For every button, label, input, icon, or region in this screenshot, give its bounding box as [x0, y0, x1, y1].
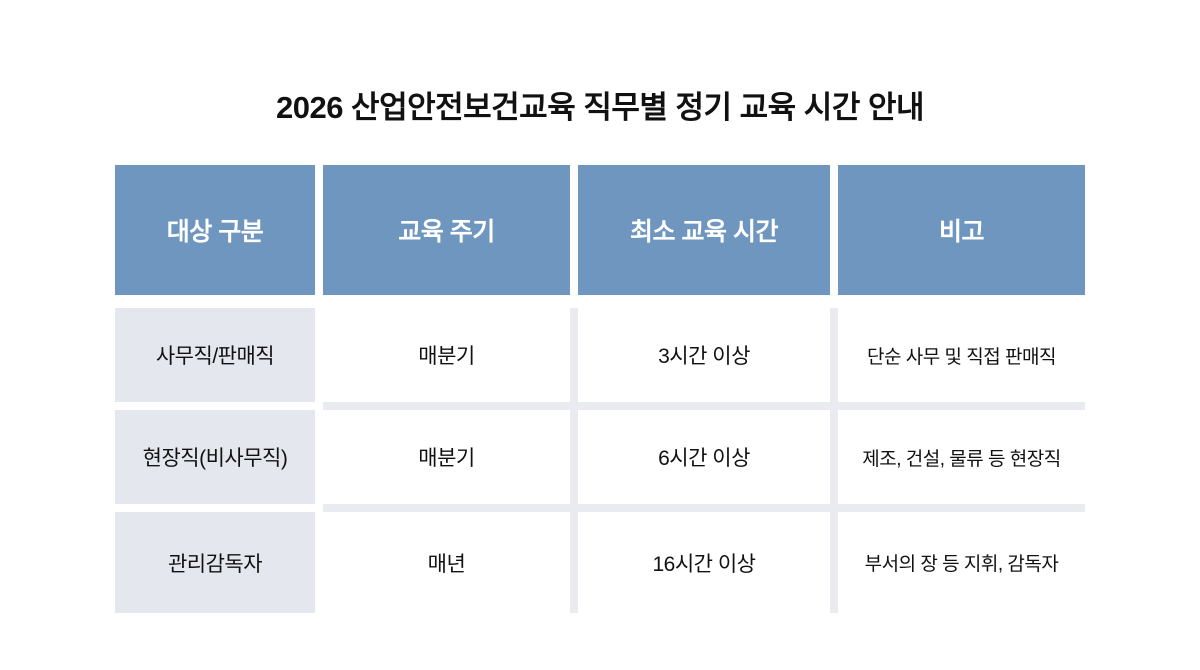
cell-row2-note: 제조, 건설, 물류 등 현장직 — [838, 410, 1085, 504]
cell-row1-note: 단순 사무 및 직접 판매직 — [838, 308, 1085, 402]
cell-row1-min-hours: 3시간 이상 — [578, 308, 830, 402]
row-label-supervisor: 관리감독자 — [115, 512, 315, 613]
cell-row2-min-hours: 6시간 이상 — [578, 410, 830, 504]
cell-row3-note: 부서의 장 등 지휘, 감독자 — [838, 512, 1085, 613]
header-min-education-hours: 최소 교육 시간 — [578, 165, 830, 295]
table-data-grid: 매분기 3시간 이상 단순 사무 및 직접 판매직 매분기 6시간 이상 제조,… — [323, 308, 1085, 613]
page-title: 2026 산업안전보건교육 직무별 정기 교육 시간 안내 — [275, 90, 925, 125]
cell-row1-cycle: 매분기 — [323, 308, 570, 402]
cell-row2-cycle: 매분기 — [323, 410, 570, 504]
row-label-office-sales: 사무직/판매직 — [115, 308, 315, 402]
row-label-field-worker: 현장직(비사무직) — [115, 410, 315, 504]
header-remarks: 비고 — [838, 165, 1085, 295]
education-hours-table: 대상 구분 교육 주기 최소 교육 시간 비고 사무직/판매직 현장직(비사무직… — [115, 165, 1085, 613]
table-header-row: 대상 구분 교육 주기 최소 교육 시간 비고 — [115, 165, 1085, 295]
table-body: 사무직/판매직 현장직(비사무직) 관리감독자 매분기 3시간 이상 단순 사무… — [115, 308, 1085, 613]
cell-row3-cycle: 매년 — [323, 512, 570, 613]
header-target-category: 대상 구분 — [115, 165, 315, 295]
cell-row3-min-hours: 16시간 이상 — [578, 512, 830, 613]
header-education-cycle: 교육 주기 — [323, 165, 570, 295]
row-label-column: 사무직/판매직 현장직(비사무직) 관리감독자 — [115, 308, 315, 613]
